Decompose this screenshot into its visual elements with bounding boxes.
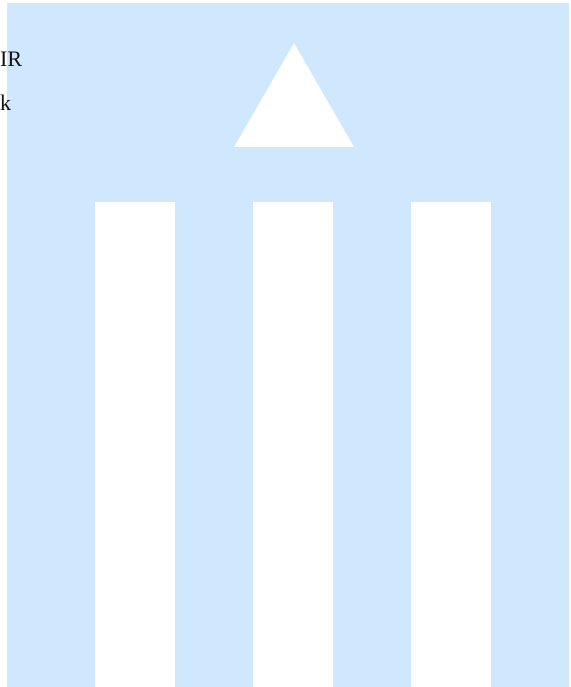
graphic-panel [7, 3, 569, 687]
graphic-svg [7, 3, 569, 687]
triangle-shape [234, 43, 354, 147]
bar-shape-left [95, 202, 175, 687]
bar-shape-middle [253, 202, 333, 687]
text-fragment-bottom: k [0, 90, 11, 115]
bar-shape-right [411, 202, 491, 687]
text-fragment-top: IR [0, 46, 22, 71]
